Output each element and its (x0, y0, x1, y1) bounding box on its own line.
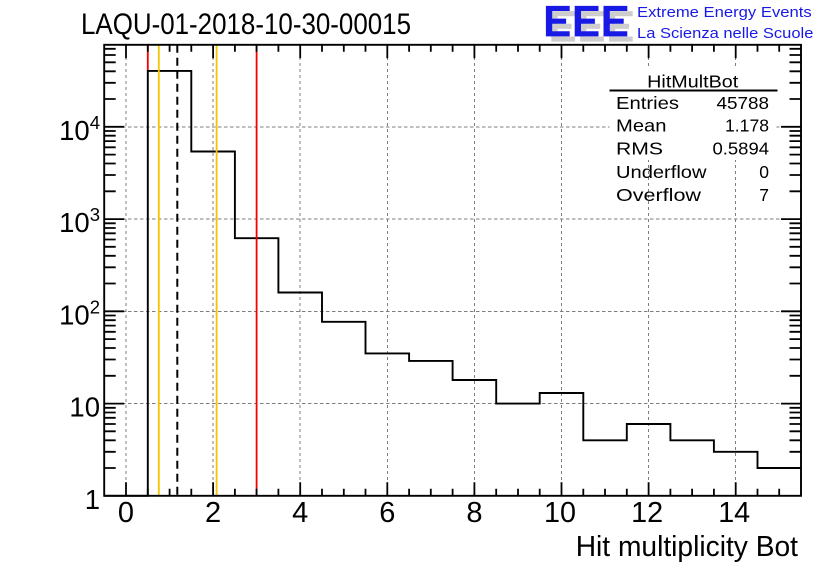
svg-text:10: 10 (69, 392, 100, 423)
svg-text:10: 10 (544, 497, 576, 529)
svg-text:La Scienza nelle Scuole: La Scienza nelle Scuole (637, 25, 813, 42)
svg-text:8: 8 (466, 497, 482, 529)
svg-text:7: 7 (759, 185, 769, 205)
svg-text:Hit multiplicity Bot: Hit multiplicity Bot (576, 531, 798, 563)
svg-text:0.5894: 0.5894 (713, 139, 770, 159)
svg-text:14: 14 (718, 497, 750, 529)
svg-text:Extreme Energy Events: Extreme Energy Events (637, 4, 812, 21)
svg-text:Mean: Mean (616, 116, 667, 136)
svg-text:45788: 45788 (717, 93, 770, 113)
svg-text:LAQU-01-2018-10-30-00015: LAQU-01-2018-10-30-00015 (81, 9, 411, 41)
svg-text:4: 4 (292, 497, 308, 529)
svg-text:1.178: 1.178 (725, 116, 769, 136)
svg-text:Underflow: Underflow (616, 162, 707, 182)
svg-text:HitMultBot: HitMultBot (647, 71, 738, 91)
svg-text:Overflow: Overflow (616, 185, 701, 205)
svg-text:RMS: RMS (616, 139, 663, 159)
svg-text:1: 1 (85, 484, 100, 515)
svg-text:12: 12 (631, 497, 663, 529)
svg-text:0: 0 (118, 497, 134, 529)
svg-text:Entries: Entries (616, 93, 679, 113)
svg-text:2: 2 (205, 497, 221, 529)
svg-text:0: 0 (759, 162, 769, 182)
svg-text:6: 6 (379, 497, 395, 529)
